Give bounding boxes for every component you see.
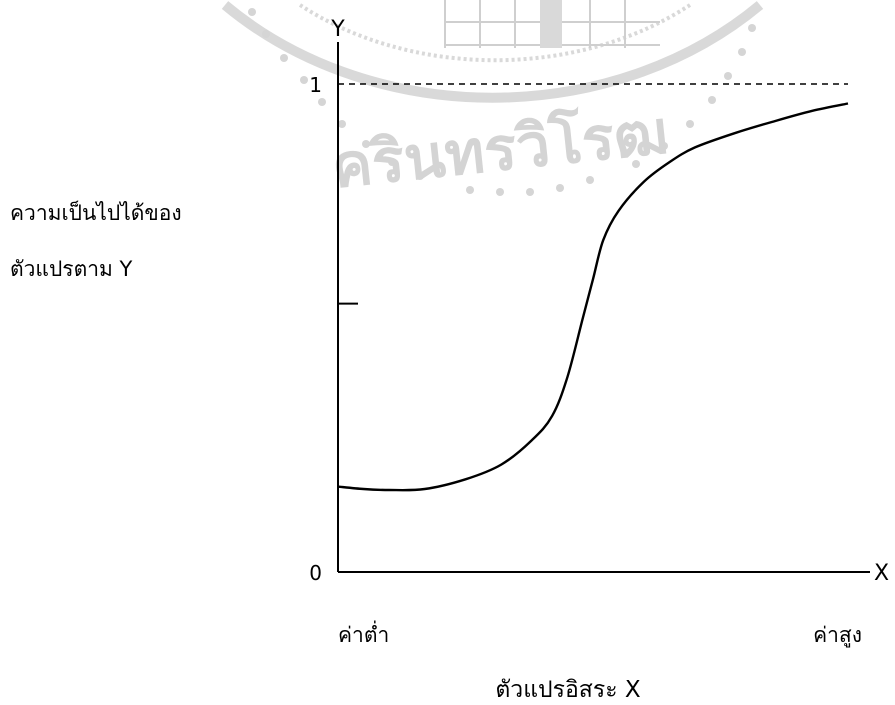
y-tick-label-1: 1 bbox=[309, 73, 322, 97]
x-tick-label-high: ค่าสูง bbox=[813, 623, 862, 648]
y-axis-title-line-2: ตัวแปรตาม Y bbox=[10, 257, 133, 281]
watermark-seal-logo bbox=[221, 0, 764, 196]
watermark-inner-ring bbox=[298, 3, 692, 63]
watermark-dots bbox=[248, 8, 756, 196]
y-tick-label-0: 0 bbox=[309, 561, 322, 585]
probability-curve bbox=[337, 102, 849, 492]
y-axis-title-line-1: ความเป็นไปได้ของ bbox=[10, 201, 182, 225]
x-tick-label-low: ค่าต่ำ bbox=[338, 620, 389, 647]
x-axis-letter: X bbox=[874, 561, 889, 586]
watermark-outer-ring bbox=[221, 1, 764, 103]
x-axis-title: ตัวแปรอิสระ X bbox=[495, 677, 640, 701]
y-axis-letter: Y bbox=[330, 17, 345, 42]
watermark-text: ครินทรวิโรฒ bbox=[328, 97, 671, 203]
watermark-candle bbox=[540, 0, 562, 48]
